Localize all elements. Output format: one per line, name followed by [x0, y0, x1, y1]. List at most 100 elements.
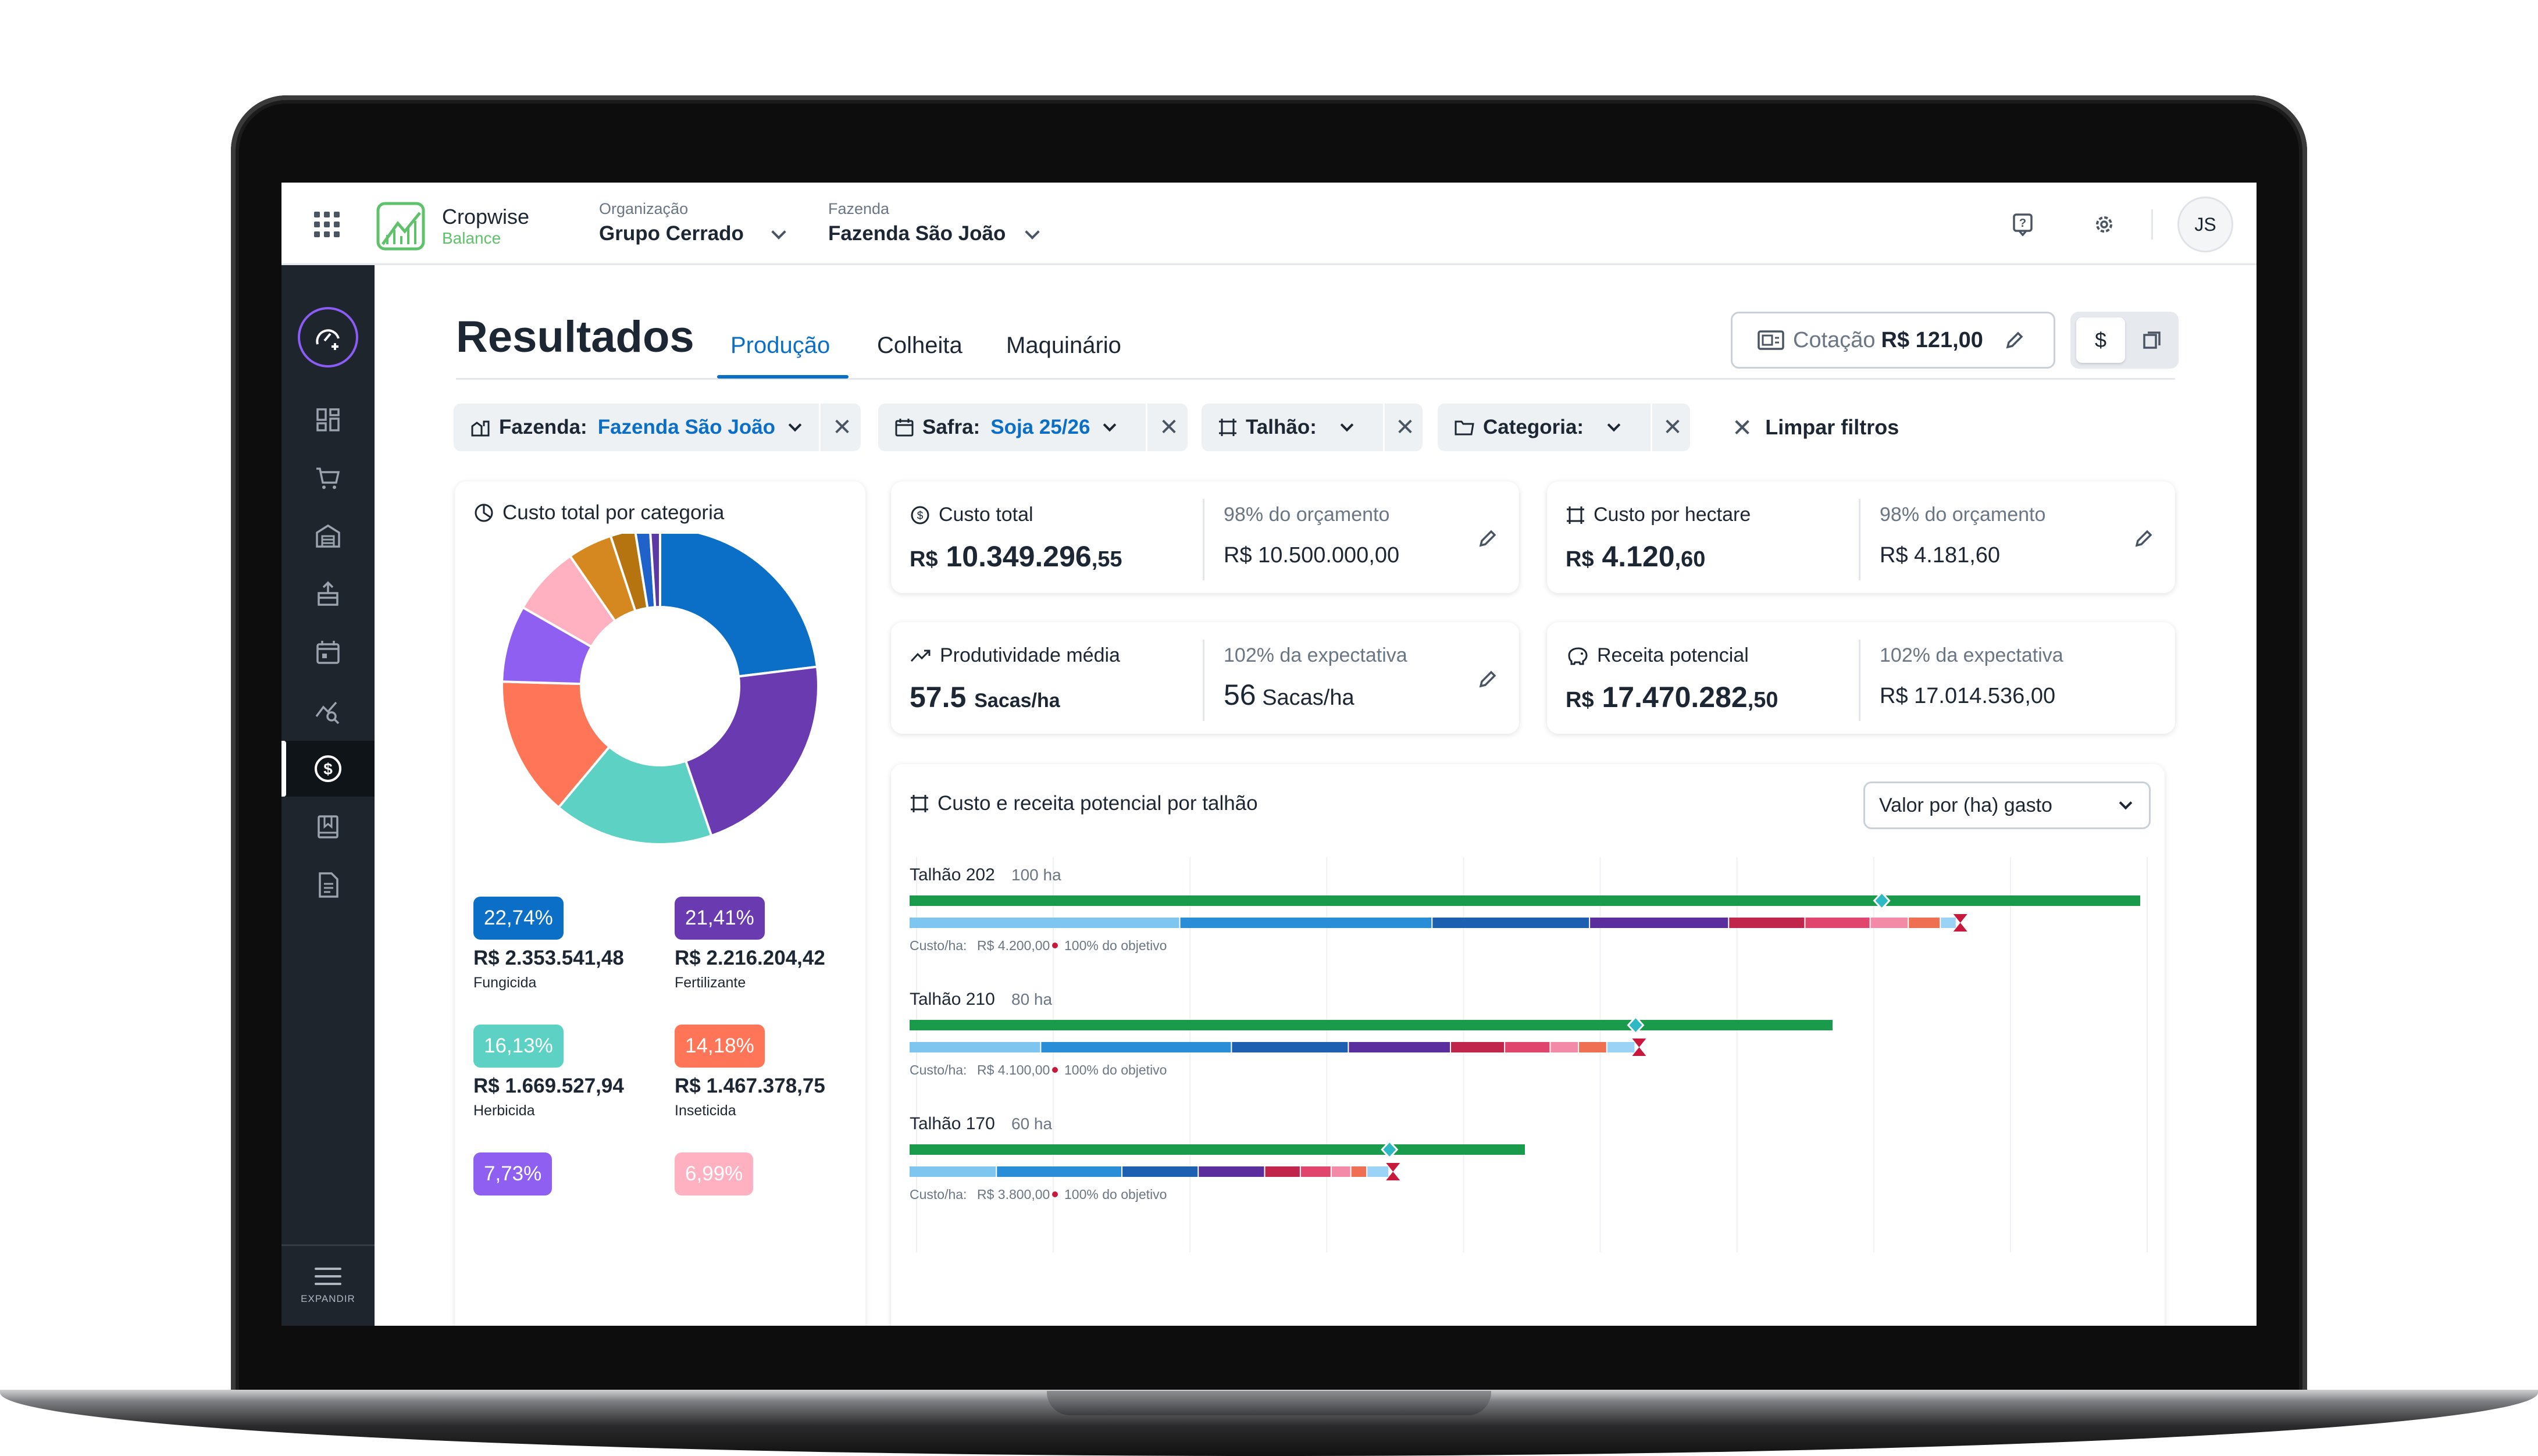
sidebar-item-reports[interactable] [281, 857, 375, 913]
cost-segment[interactable] [997, 1166, 1122, 1177]
chevron-down-icon[interactable] [1340, 418, 1354, 432]
apps-grid-icon[interactable] [314, 212, 340, 237]
cost-segment[interactable] [1041, 1042, 1231, 1052]
pencil-icon[interactable] [1477, 669, 1498, 690]
clear-filters-button[interactable]: ✕ Limpar filtros [1732, 404, 1899, 451]
sidebar-item-calendar[interactable] [281, 624, 375, 680]
revenue-bar[interactable] [910, 1144, 1525, 1155]
cost-segment[interactable] [1199, 1166, 1264, 1177]
filter-safra[interactable]: Safra: Soja 25/26 ✕ [878, 404, 1188, 451]
cost-segment[interactable] [1432, 918, 1589, 928]
donut-slice[interactable] [659, 534, 819, 678]
cost-segment[interactable] [1349, 1042, 1450, 1052]
bars-chart: Talhão 202 100 ha Custo/ha: R$ 4.200,00 100%… [910, 857, 2148, 1252]
donut-slice[interactable] [649, 534, 661, 609]
revenue-bar[interactable] [910, 895, 2140, 906]
cost-segment[interactable] [1265, 1166, 1300, 1177]
donut-slice[interactable] [501, 680, 611, 809]
legend-value: R$ 1.467.378,75 [675, 1075, 825, 1097]
pencil-icon[interactable] [2133, 528, 2154, 549]
revenue-bar[interactable] [910, 1020, 1833, 1030]
filter-talhao[interactable]: Talhão: ✕ [1202, 404, 1423, 451]
cost-segment[interactable] [1550, 1042, 1578, 1052]
kpi-receita-potencial: Receita potencial R$ 17.470.282,50 102% … [1547, 622, 2175, 734]
cost-segment[interactable] [1941, 918, 1956, 928]
kpi-currency: R$ [1566, 547, 1594, 572]
cost-segment[interactable] [1909, 918, 1940, 928]
divider [1146, 404, 1147, 451]
cotacao-field[interactable]: Cotação R$ 121,00 [1731, 312, 2055, 369]
kpi-ref: R$ 10.500.000,00 [1224, 543, 1400, 568]
farm-label: Fazenda [828, 200, 890, 217]
cost-segment[interactable] [1331, 1166, 1350, 1177]
analytics-icon [315, 701, 340, 725]
sidebar-item-dashboard[interactable] [281, 392, 375, 448]
close-icon[interactable]: ✕ [1663, 415, 1683, 440]
donut-slice[interactable] [557, 745, 713, 845]
cost-segment[interactable] [1351, 1166, 1367, 1177]
filter-value: Soja 25/26 [990, 416, 1090, 438]
avatar[interactable]: JS [2177, 197, 2233, 252]
chevron-down-icon[interactable] [1103, 418, 1117, 432]
cost-segment[interactable] [1729, 918, 1805, 928]
cost-segment[interactable] [1870, 918, 1908, 928]
cost-segment[interactable] [1590, 918, 1728, 928]
chevron-down-icon[interactable] [788, 418, 802, 432]
chevron-down-icon[interactable] [1607, 418, 1621, 432]
legend-badge: 21,41% [675, 897, 765, 940]
sidebar-expand-button[interactable]: EXPANDIR [281, 1244, 375, 1326]
area-toggle-button[interactable] [2130, 317, 2174, 363]
sidebar-item-analytics[interactable] [281, 683, 375, 738]
custo-value: R$ 3.800,00 [977, 1187, 1050, 1202]
cost-segment[interactable] [1180, 918, 1432, 928]
pencil-icon[interactable] [1477, 528, 1498, 549]
laptop-notch [1047, 1391, 1491, 1415]
menu-icon [315, 1267, 341, 1285]
pencil-icon[interactable] [2004, 330, 2025, 351]
org-select[interactable]: Grupo Cerrado [599, 222, 744, 245]
cost-segment[interactable] [1505, 1042, 1550, 1052]
banknote-icon [1758, 330, 1784, 350]
metric-select[interactable]: Valor por (ha) gasto [1863, 781, 2151, 829]
cost-segment[interactable] [910, 1166, 996, 1177]
sidebar: $ EXPANDIR [281, 265, 375, 1326]
filter-categoria[interactable]: Categoria: ✕ [1438, 404, 1690, 451]
tab-colheita[interactable]: Colheita [877, 333, 963, 358]
sidebar-item-results[interactable]: $ [281, 741, 375, 797]
cost-segment[interactable] [1300, 1166, 1331, 1177]
divider [819, 404, 821, 451]
cost-segment[interactable] [1579, 1042, 1606, 1052]
sidebar-item-inputs[interactable] [281, 566, 375, 622]
tab-producao[interactable]: Produção [730, 333, 830, 358]
close-icon[interactable]: ✕ [1159, 415, 1179, 440]
tab-maquinario[interactable]: Maquinário [1006, 333, 1121, 358]
cost-segment[interactable] [1367, 1166, 1389, 1177]
close-icon[interactable]: ✕ [832, 415, 852, 440]
sidebar-item-books[interactable] [281, 799, 375, 855]
chevron-down-icon[interactable] [771, 224, 786, 240]
sidebar-item-purchases[interactable] [281, 450, 375, 506]
cost-segment[interactable] [1805, 918, 1870, 928]
cost-segment[interactable] [1451, 1042, 1505, 1052]
chevron-down-icon[interactable] [1025, 224, 1040, 240]
close-icon[interactable]: ✕ [1395, 415, 1415, 440]
sidebar-item-warehouse[interactable] [281, 508, 375, 564]
farm-select[interactable]: Fazenda São João [828, 222, 1006, 245]
bars-title: Custo e receita potencial por talhão [910, 792, 1258, 815]
filter-fazenda[interactable]: Fazenda: Fazenda São João ✕ [454, 404, 861, 451]
cost-segment[interactable] [910, 918, 1179, 928]
donut-slice[interactable] [684, 665, 819, 837]
legend-category: Inseticida [675, 1102, 736, 1119]
cost-segment[interactable] [1607, 1042, 1635, 1052]
kpi-pct: 102% da expectativa [1880, 644, 2063, 666]
cost-segment[interactable] [1232, 1042, 1348, 1052]
legend-value: R$ 1.669.527,94 [473, 1075, 624, 1097]
help-icon[interactable]: ? [2005, 207, 2040, 242]
cost-segment[interactable] [1122, 1166, 1198, 1177]
gear-icon[interactable] [2087, 207, 2122, 242]
legend-item: 22,74% R$ 2.353.541,48 Fungicida [473, 897, 660, 991]
currency-button[interactable]: $ [2076, 317, 2125, 363]
cost-segment[interactable] [910, 1042, 1040, 1052]
dashboard-icon [316, 408, 340, 431]
quick-action-icon[interactable] [298, 307, 358, 367]
